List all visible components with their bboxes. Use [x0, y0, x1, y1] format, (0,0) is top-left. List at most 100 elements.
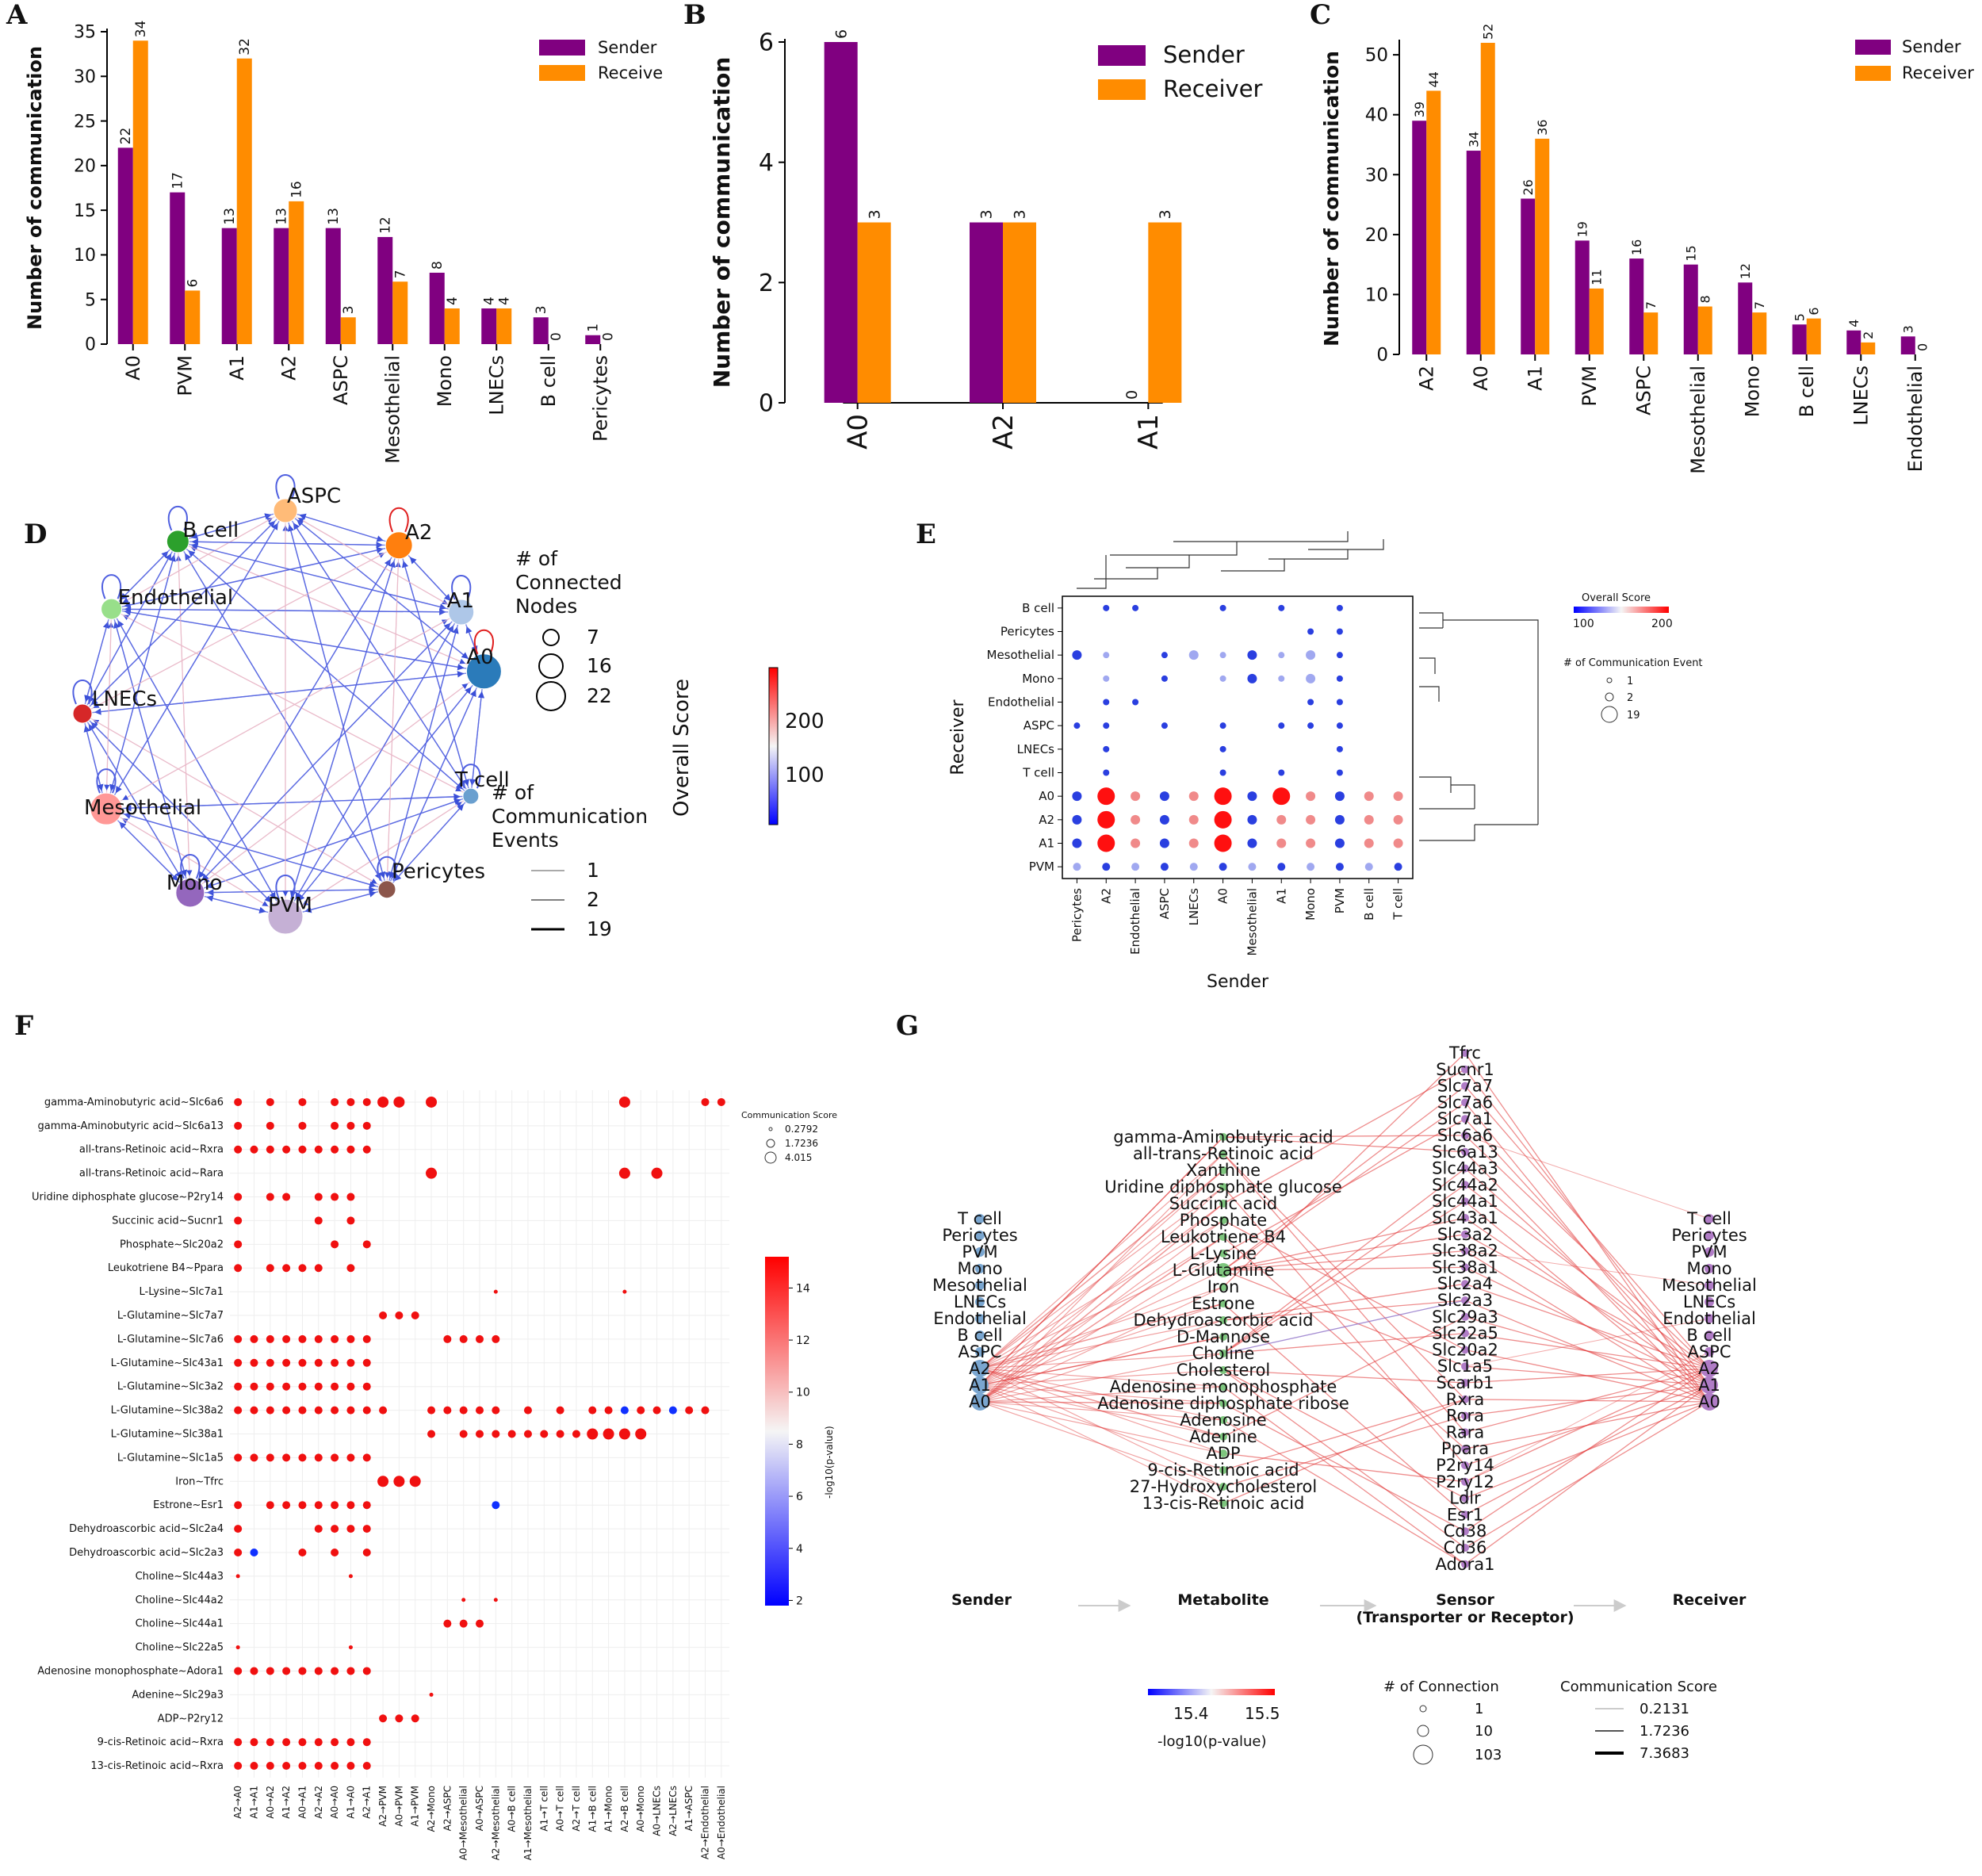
e-sender-label: T cell: [1391, 888, 1406, 921]
panelC-value-receiver: 44: [1426, 71, 1441, 87]
e-dendrogram-col: [1110, 542, 1238, 556]
panelC-value-sender: 19: [1575, 221, 1590, 237]
f-row-label: Choline~Slc44a1: [136, 1618, 224, 1630]
panel-b-bar-chart: 0 2 4 6 Number of communication 6 3 A0 3 3 A2 0 3 A1 S…: [709, 29, 1263, 450]
f-row-label: L-Glutamine~Slc7a6: [117, 1334, 224, 1346]
f-dot: [346, 1097, 355, 1106]
network-edge: [111, 608, 465, 671]
f-dot: [620, 1406, 629, 1415]
g-metabolite-label: Adenosine: [1180, 1411, 1266, 1430]
g-metabolite-label: ADP: [1206, 1444, 1240, 1463]
g-stage-metabolite: Metabolite: [1177, 1591, 1268, 1609]
f-dot: [314, 1406, 323, 1415]
e-dot: [1188, 791, 1199, 802]
f-dot: [348, 1645, 353, 1650]
g-metabolite-node: [1219, 1166, 1227, 1174]
panelB-value-sender: 0: [1123, 390, 1141, 400]
g-edge-sender-metabolite: [979, 1303, 1224, 1369]
network-edge: [124, 545, 400, 608]
panelC-bar-receiver: [1752, 312, 1767, 354]
g-metabolite-label: gamma-Aminobutyric acid: [1113, 1128, 1333, 1147]
f-dot: [250, 1406, 258, 1415]
f-colorbar-tick-label: 4: [796, 1543, 803, 1556]
panelC-xtick-label: B cell: [1796, 366, 1818, 417]
e-dot: [1103, 722, 1110, 729]
g-sensor-label: Slc29a3: [1432, 1307, 1498, 1327]
f-size-legend-circle-2: [766, 1139, 775, 1148]
panelA-ytick-label: 25: [74, 112, 96, 132]
panelA-bar-sender: [221, 228, 237, 344]
f-col-label: A1→PVM: [410, 1786, 421, 1827]
f-dot: [362, 1548, 371, 1556]
g-sensor-node: [1461, 1296, 1469, 1304]
f-row-label: 9-cis-Retinoic acid~Rxra: [98, 1736, 224, 1748]
f-dot: [331, 1240, 339, 1249]
network-edge: [201, 611, 462, 881]
panelA-value-sender: 4: [482, 297, 498, 305]
panelC-bar-sender: [1683, 264, 1698, 354]
e-receiver-label: A1: [1039, 837, 1054, 851]
f-size-legend-1: 0.2792: [785, 1124, 818, 1135]
f-col-label: A2→T cell: [571, 1786, 582, 1832]
g-sensor-label: Slc3a2: [1437, 1225, 1493, 1244]
f-dot: [234, 1738, 243, 1747]
panelA-bar-sender: [585, 335, 601, 344]
network-node: [166, 530, 189, 553]
f-dot: [266, 1121, 274, 1130]
f-col-label: A0→Endothelial: [716, 1786, 727, 1859]
f-dot: [493, 1598, 498, 1602]
e-dendrogram-row: [1419, 776, 1452, 793]
network-edge: [122, 510, 286, 603]
f-dot: [234, 1548, 243, 1556]
d-colorbar-title: Overall Score: [670, 679, 694, 817]
f-dot: [298, 1453, 307, 1462]
g-sensor-node: [1461, 1346, 1469, 1354]
network-node: [267, 898, 304, 935]
network-edge: [122, 611, 461, 801]
e-dot: [1214, 810, 1232, 829]
d-size-legend-title-3: Nodes: [515, 595, 577, 618]
e-dot: [1306, 838, 1316, 848]
g-edge-metabolite-sensor: [1222, 1369, 1466, 1549]
g-edge-sender-metabolite: [979, 1368, 1224, 1487]
f-dot: [298, 1264, 307, 1273]
f-dot: [362, 1121, 371, 1130]
f-dot: [331, 1738, 339, 1747]
f-dot: [618, 1096, 630, 1108]
panelC-value-receiver: 8: [1697, 295, 1712, 303]
g-sensor-node: [1461, 1115, 1469, 1124]
g-stage-sender: Sender: [951, 1591, 1012, 1609]
panelA-bar-sender: [481, 308, 497, 344]
d-colorbar: [768, 667, 779, 825]
network-self-loop: [461, 764, 481, 789]
panelC-value-sender: 34: [1466, 132, 1481, 147]
e-colorbar: [1574, 607, 1669, 613]
f-dot: [409, 1476, 421, 1487]
f-dot: [651, 1167, 663, 1179]
network-edge: [190, 510, 286, 539]
g-edge-sensor-receiver: [1464, 1283, 1710, 1369]
g-receiver-node: [1705, 1264, 1714, 1273]
f-dot: [362, 1501, 371, 1510]
g-receiver-label: LNECs: [1683, 1292, 1735, 1311]
g-edge-sensor-receiver: [1464, 1234, 1710, 1369]
g-score-legend-title: Communication Score: [1560, 1679, 1717, 1695]
panelC-value-sender: 39: [1412, 101, 1427, 117]
g-sensor-label: Slc44a2: [1432, 1175, 1498, 1194]
panelC-xtick-label: Endothelial: [1904, 366, 1927, 472]
panelA-bar-sender: [429, 272, 445, 344]
network-edge: [285, 687, 472, 917]
network-node-label: Pericytes: [392, 860, 485, 884]
network-edge: [470, 691, 485, 797]
panelC-bar-receiver: [1643, 312, 1659, 354]
network-node: [462, 787, 480, 805]
f-dot: [476, 1430, 484, 1438]
g-metabolite-node: [1219, 1250, 1227, 1258]
g-edge-sender-metabolite: [979, 1236, 1224, 1386]
g-edge-metabolite-sensor: [1222, 1234, 1466, 1271]
f-dot: [314, 1667, 323, 1675]
f-dot: [234, 1358, 243, 1367]
network-edge: [191, 538, 400, 546]
panel-g-stage-labels: Sender Metabolite Sensor (Transporter or…: [951, 1591, 1747, 1626]
f-dot: [314, 1264, 323, 1273]
